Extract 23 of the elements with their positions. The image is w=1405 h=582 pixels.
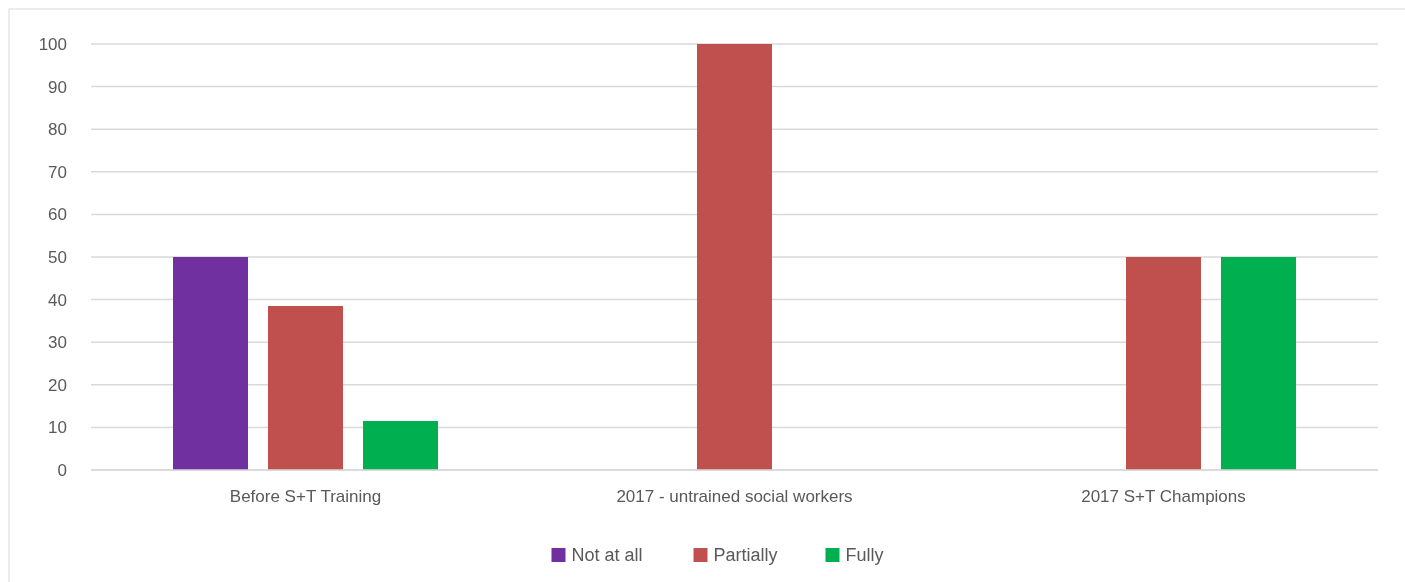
y-tick-label: 30 bbox=[48, 333, 67, 353]
bar bbox=[363, 421, 438, 470]
y-tick-label: 10 bbox=[48, 418, 67, 438]
bar bbox=[1126, 257, 1201, 470]
y-tick-label: 0 bbox=[57, 460, 67, 480]
x-tick-label: 2017 - untrained social workers bbox=[616, 487, 853, 506]
x-tick-label: Before S+T Training bbox=[229, 487, 382, 506]
y-tick-label: 20 bbox=[48, 375, 67, 395]
bar bbox=[173, 257, 248, 470]
y-tick-label: 50 bbox=[48, 247, 67, 267]
bar bbox=[697, 44, 772, 470]
y-tick-label: 70 bbox=[48, 162, 67, 182]
legend-label: Fully bbox=[845, 545, 884, 566]
y-tick-label: 100 bbox=[38, 34, 67, 54]
y-tick-label: 60 bbox=[48, 205, 67, 225]
x-tick-label: 2017 S+T Champions bbox=[1081, 487, 1246, 506]
y-tick-label: 40 bbox=[48, 290, 67, 310]
bar bbox=[1221, 257, 1296, 470]
y-tick-label: 90 bbox=[48, 77, 67, 97]
legend-label: Not at all bbox=[571, 545, 643, 566]
bar bbox=[268, 305, 343, 470]
y-tick-label: 80 bbox=[48, 120, 67, 140]
legend-label: Partially bbox=[713, 545, 778, 566]
